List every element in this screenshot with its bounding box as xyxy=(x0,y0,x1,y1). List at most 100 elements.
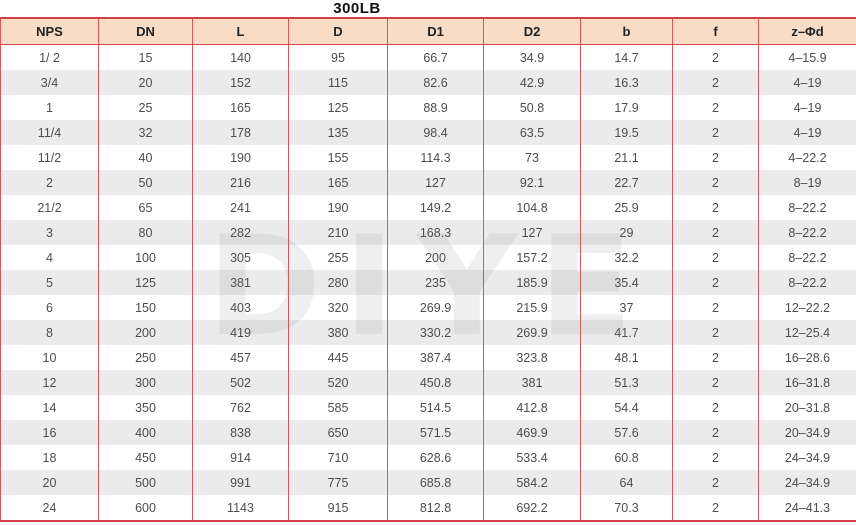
table-cell: 24 xyxy=(42,500,57,515)
table-cell: 34.9 xyxy=(483,44,581,70)
table-cell: 51.3 xyxy=(580,370,673,395)
table-cell: 2 xyxy=(672,445,759,470)
table-cell: 12–22.2 xyxy=(758,295,856,320)
table-cell: 250 xyxy=(98,345,193,370)
table-cell: 98.4 xyxy=(387,120,484,145)
table-cell: 25.9 xyxy=(580,195,673,220)
table-cell: 149.2 xyxy=(387,195,484,220)
flange-dimensions-table: NPS DN L D D1 D2 b f z–Φd 1/ 2 15 140 95 66.7 34.9 14.… xyxy=(0,17,856,522)
table-cell: 5 xyxy=(0,270,99,295)
table-row: 16 400 838 650 571.5 469.9 57.6 2 20–34.9 xyxy=(0,420,856,445)
table-cell: 8–22.2 xyxy=(758,220,856,245)
table-cell: 19.5 xyxy=(580,120,673,145)
table-body: 1/ 2 15 140 95 66.7 34.9 14.7 2 4–15.9 3/4 20 152 11… xyxy=(0,44,856,521)
table-cell: 2 xyxy=(672,270,759,295)
table-cell: 235 xyxy=(387,270,484,295)
table-title: 300LB xyxy=(333,0,381,17)
table-cell: 762 xyxy=(192,395,289,420)
table-cell: 650 xyxy=(288,420,388,445)
table-cell: 2 xyxy=(672,145,759,170)
table-cell: 2 xyxy=(672,44,759,70)
table-cell: 469.9 xyxy=(483,420,581,445)
table-cell: 12–25.4 xyxy=(758,320,856,345)
table-cell: 2 xyxy=(672,370,759,395)
table-cell: 168.3 xyxy=(387,220,484,245)
table-cell: 320 xyxy=(288,295,388,320)
table-cell: 70.3 xyxy=(580,495,673,521)
table-cell: 10 xyxy=(42,350,57,365)
column-header: L xyxy=(192,18,289,45)
table-cell: 24–34.9 xyxy=(758,470,856,495)
table-cell: 16–31.8 xyxy=(758,370,856,395)
table-cell: 178 xyxy=(192,120,289,145)
table-cell: 140 xyxy=(192,44,289,70)
table-cell: 305 xyxy=(192,245,289,270)
table-cell: 1 xyxy=(46,100,53,115)
table-cell: 66.7 xyxy=(387,44,484,70)
table-cell: 330.2 xyxy=(387,320,484,345)
table-cell: 2 xyxy=(672,395,759,420)
table-row: 18 450 914 710 628.6 533.4 60.8 2 24–34.9 xyxy=(1,445,856,470)
table-cell: 115 xyxy=(288,70,388,95)
table-cell: 2 xyxy=(672,420,759,445)
table-cell: 95 xyxy=(288,44,388,70)
table-cell: 104.8 xyxy=(483,195,581,220)
table-row: 12 300 502 520 450.8 381 51.3 2 16–31.8 xyxy=(0,370,856,395)
table-row: 3/4 20 152 115 82.6 42.9 16.3 2 4–19 xyxy=(0,70,856,95)
table-cell: 18 xyxy=(42,450,57,465)
table-cell: 50 xyxy=(98,170,193,195)
table-cell: 157.2 xyxy=(483,245,581,270)
table-cell: 300 xyxy=(98,370,193,395)
table-cell: 4–22.2 xyxy=(758,145,856,170)
table-cell: 2 xyxy=(672,195,759,220)
table-cell: 82.6 xyxy=(387,70,484,95)
table-cell: 2 xyxy=(0,170,99,195)
table-cell: 915 xyxy=(288,495,388,521)
table-cell: 6 xyxy=(46,300,53,315)
table-cell: 2 xyxy=(672,220,759,245)
table-cell: 2 xyxy=(672,95,759,120)
table-cell: 269.9 xyxy=(483,320,581,345)
table-cell: 571.5 xyxy=(387,420,484,445)
table-cell: 255 xyxy=(288,245,388,270)
table-title-wrap: 300LB xyxy=(0,0,714,17)
table-cell: 150 xyxy=(98,295,193,320)
table-cell: 210 xyxy=(288,220,388,245)
table-cell: 152 xyxy=(192,70,289,95)
header-row: NPS DN L D D1 D2 b f z–Φd xyxy=(0,18,856,45)
table-cell: 41.7 xyxy=(580,320,673,345)
table-cell: 15 xyxy=(98,44,193,70)
table-cell: 80 xyxy=(98,220,193,245)
table-cell: 16 xyxy=(0,420,99,445)
table-cell: 63.5 xyxy=(483,120,581,145)
table-cell: 2 xyxy=(672,470,759,495)
table-cell: 8 xyxy=(0,320,99,345)
table-cell: 16.3 xyxy=(580,70,673,95)
table-cell: 24–41.3 xyxy=(758,495,856,521)
table-cell: 2 xyxy=(672,70,759,95)
column-header: NPS xyxy=(0,18,99,45)
table-cell: 628.6 xyxy=(387,445,484,470)
table-cell: 200 xyxy=(98,320,193,345)
table-cell: 50.8 xyxy=(483,95,581,120)
table-cell: 2 xyxy=(672,170,759,195)
table-cell: 155 xyxy=(288,145,388,170)
table-cell: 1/ 2 xyxy=(39,50,60,65)
table-cell: 32 xyxy=(98,120,193,145)
table-cell: 1143 xyxy=(192,495,289,521)
table-cell: 8–22.2 xyxy=(758,245,856,270)
table-cell: 457 xyxy=(192,345,289,370)
table-row: 14 350 762 585 514.5 412.8 54.4 2 20–31.8 xyxy=(1,395,856,420)
table-cell: 24–34.9 xyxy=(758,445,856,470)
table-cell: 241 xyxy=(192,195,289,220)
table-cell: 387.4 xyxy=(387,345,484,370)
table-cell: 2 xyxy=(672,320,759,345)
table-cell: 25 xyxy=(98,95,193,120)
table-cell: 400 xyxy=(98,420,193,445)
table-cell: 14.7 xyxy=(580,44,673,70)
table-cell: 21/2 xyxy=(37,200,62,215)
table-row: 24 600 1143 915 812.8 692.2 70.3 2 24–41.3 xyxy=(1,495,856,521)
table-row: 5 125 381 280 235 185.9 35.4 2 8–22.2 xyxy=(0,270,856,295)
table-cell: 381 xyxy=(192,270,289,295)
table-row: 2 50 216 165 127 92.1 22.7 2 8–19 xyxy=(0,170,856,195)
